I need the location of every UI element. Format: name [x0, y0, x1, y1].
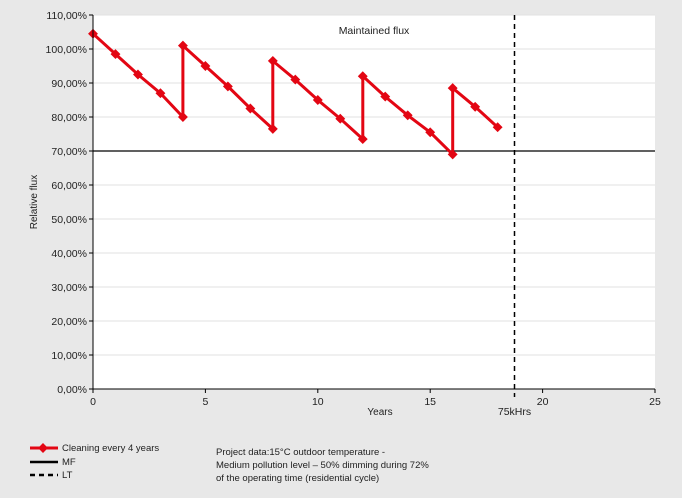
- y-tick-label-1: 10,00%: [51, 350, 87, 362]
- x-tick-label-4: 20: [537, 396, 549, 408]
- project-note: Project data:15°C outdoor temperature - …: [216, 447, 429, 484]
- project-note-line-3: of the operating time (residential cycle…: [216, 473, 379, 484]
- legend-label-mf: MF: [62, 457, 76, 468]
- reference-lines: [93, 15, 655, 397]
- data-point-0-8: [245, 103, 256, 114]
- x-tick-label-3: 15: [424, 396, 436, 408]
- lt-marker-label: 75kHrs: [498, 406, 531, 418]
- x-tick-label-2: 10: [312, 396, 324, 408]
- data-point-0-3: [155, 88, 166, 99]
- y-tick-label-11: 110,00%: [46, 10, 87, 22]
- project-note-line-1: Project data:15°C outdoor temperature -: [216, 447, 385, 458]
- data-point-0-6: [200, 61, 211, 71]
- data-point-0-19: [447, 149, 458, 160]
- legend-entry-mf: MF: [30, 457, 76, 468]
- data-point-0-4: [177, 112, 188, 122]
- data-point-0-5: [177, 40, 188, 51]
- data-point-0-2: [133, 69, 143, 80]
- x-tick-label-5: 25: [649, 396, 661, 408]
- data-point-0-14: [357, 134, 368, 145]
- y-tick-label-2: 20,00%: [51, 316, 87, 328]
- project-note-line-2: Medium pollution level – 50% dimming dur…: [216, 460, 429, 471]
- tick-labels: 0,00% 10,00% 20,00% 30,00% 40,00% 50,00% 60,00…: [46, 10, 661, 408]
- y-tick-label-9: 90,00%: [51, 78, 87, 90]
- chart-title: Maintained flux: [339, 25, 410, 37]
- y-tick-label-5: 50,00%: [51, 214, 87, 226]
- legend-label-lt: LT: [62, 470, 73, 481]
- legend: Cleaning every 4 years MF LT: [30, 443, 159, 481]
- y-tick-label-10: 100,00%: [46, 44, 87, 56]
- data-point-0-18: [425, 127, 436, 138]
- data-point-0-7: [222, 81, 233, 92]
- y-tick-label-8: 80,00%: [51, 112, 87, 124]
- plot-area: [93, 15, 655, 389]
- data-point-0-1: [110, 49, 121, 60]
- y-tick-label-7: 70,00%: [51, 146, 87, 158]
- legend-label-cleaning: Cleaning every 4 years: [62, 443, 159, 454]
- x-tick-label-0: 0: [90, 396, 96, 408]
- y-tick-label-3: 30,00%: [51, 282, 87, 294]
- x-tick-label-1: 5: [202, 396, 208, 408]
- legend-entry-lt: LT: [30, 470, 73, 481]
- y-tick-label-4: 40,00%: [51, 248, 87, 260]
- y-tick-label-6: 60,00%: [51, 180, 87, 192]
- x-axis-title: Years: [367, 407, 392, 418]
- y-axis-title: Relative flux: [29, 175, 40, 229]
- y-tick-label-0: 0,00%: [57, 384, 87, 396]
